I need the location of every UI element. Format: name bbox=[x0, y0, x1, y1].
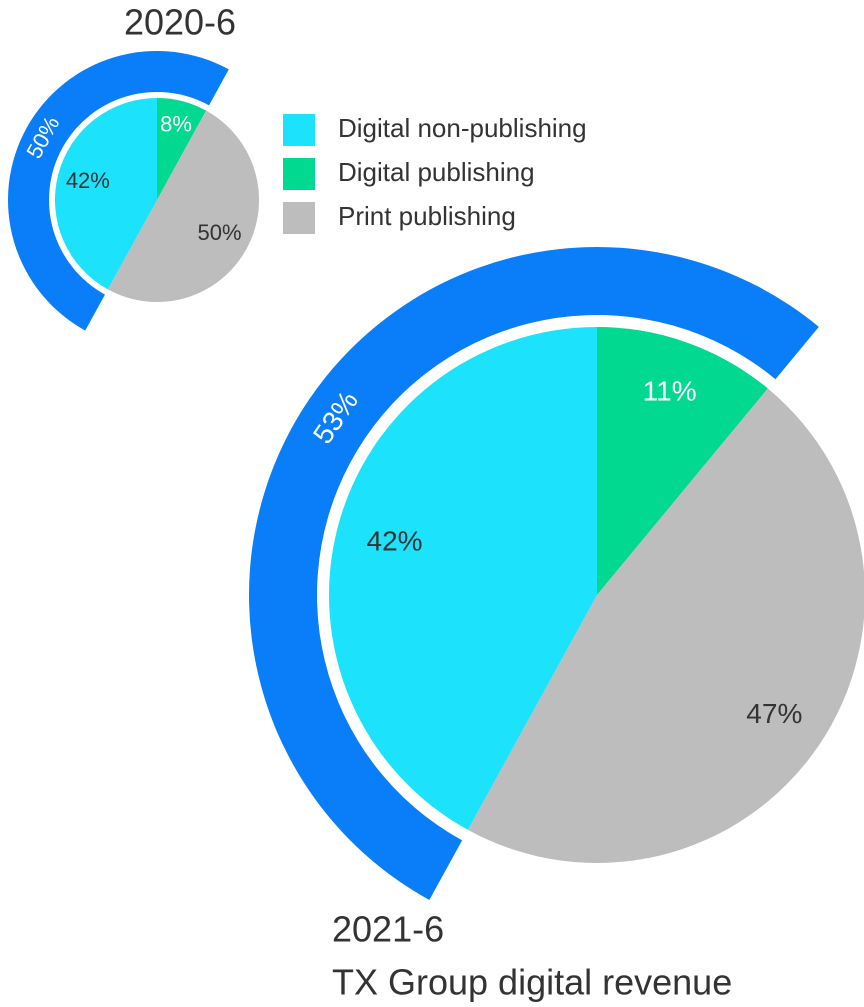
data-label: 50% bbox=[198, 220, 242, 245]
data-label: 47% bbox=[746, 698, 802, 729]
data-label: 8% bbox=[160, 112, 192, 137]
data-label: 42% bbox=[66, 168, 110, 193]
chart-subtitle: TX Group digital revenue bbox=[332, 962, 732, 1003]
ring-arc bbox=[248, 246, 819, 900]
legend-swatch bbox=[283, 202, 315, 234]
pie-slice bbox=[328, 327, 597, 830]
data-label: 42% bbox=[367, 525, 423, 556]
pie-slice bbox=[55, 98, 157, 290]
legend-label: Digital publishing bbox=[338, 157, 535, 187]
chart-title: 2021-6 bbox=[332, 909, 444, 950]
pie-slice bbox=[157, 98, 207, 200]
pie-slice bbox=[107, 110, 260, 302]
legend-label: Digital non-publishing bbox=[338, 113, 587, 143]
legend-swatch bbox=[283, 114, 315, 146]
pie-slice bbox=[597, 327, 768, 595]
legend-label: Print publishing bbox=[338, 201, 516, 231]
data-label: 11% bbox=[643, 376, 697, 407]
pie-slice bbox=[467, 388, 864, 864]
legend-swatch bbox=[283, 158, 315, 190]
chart-title: 2020-6 bbox=[124, 2, 236, 43]
ring-arc bbox=[8, 51, 229, 331]
